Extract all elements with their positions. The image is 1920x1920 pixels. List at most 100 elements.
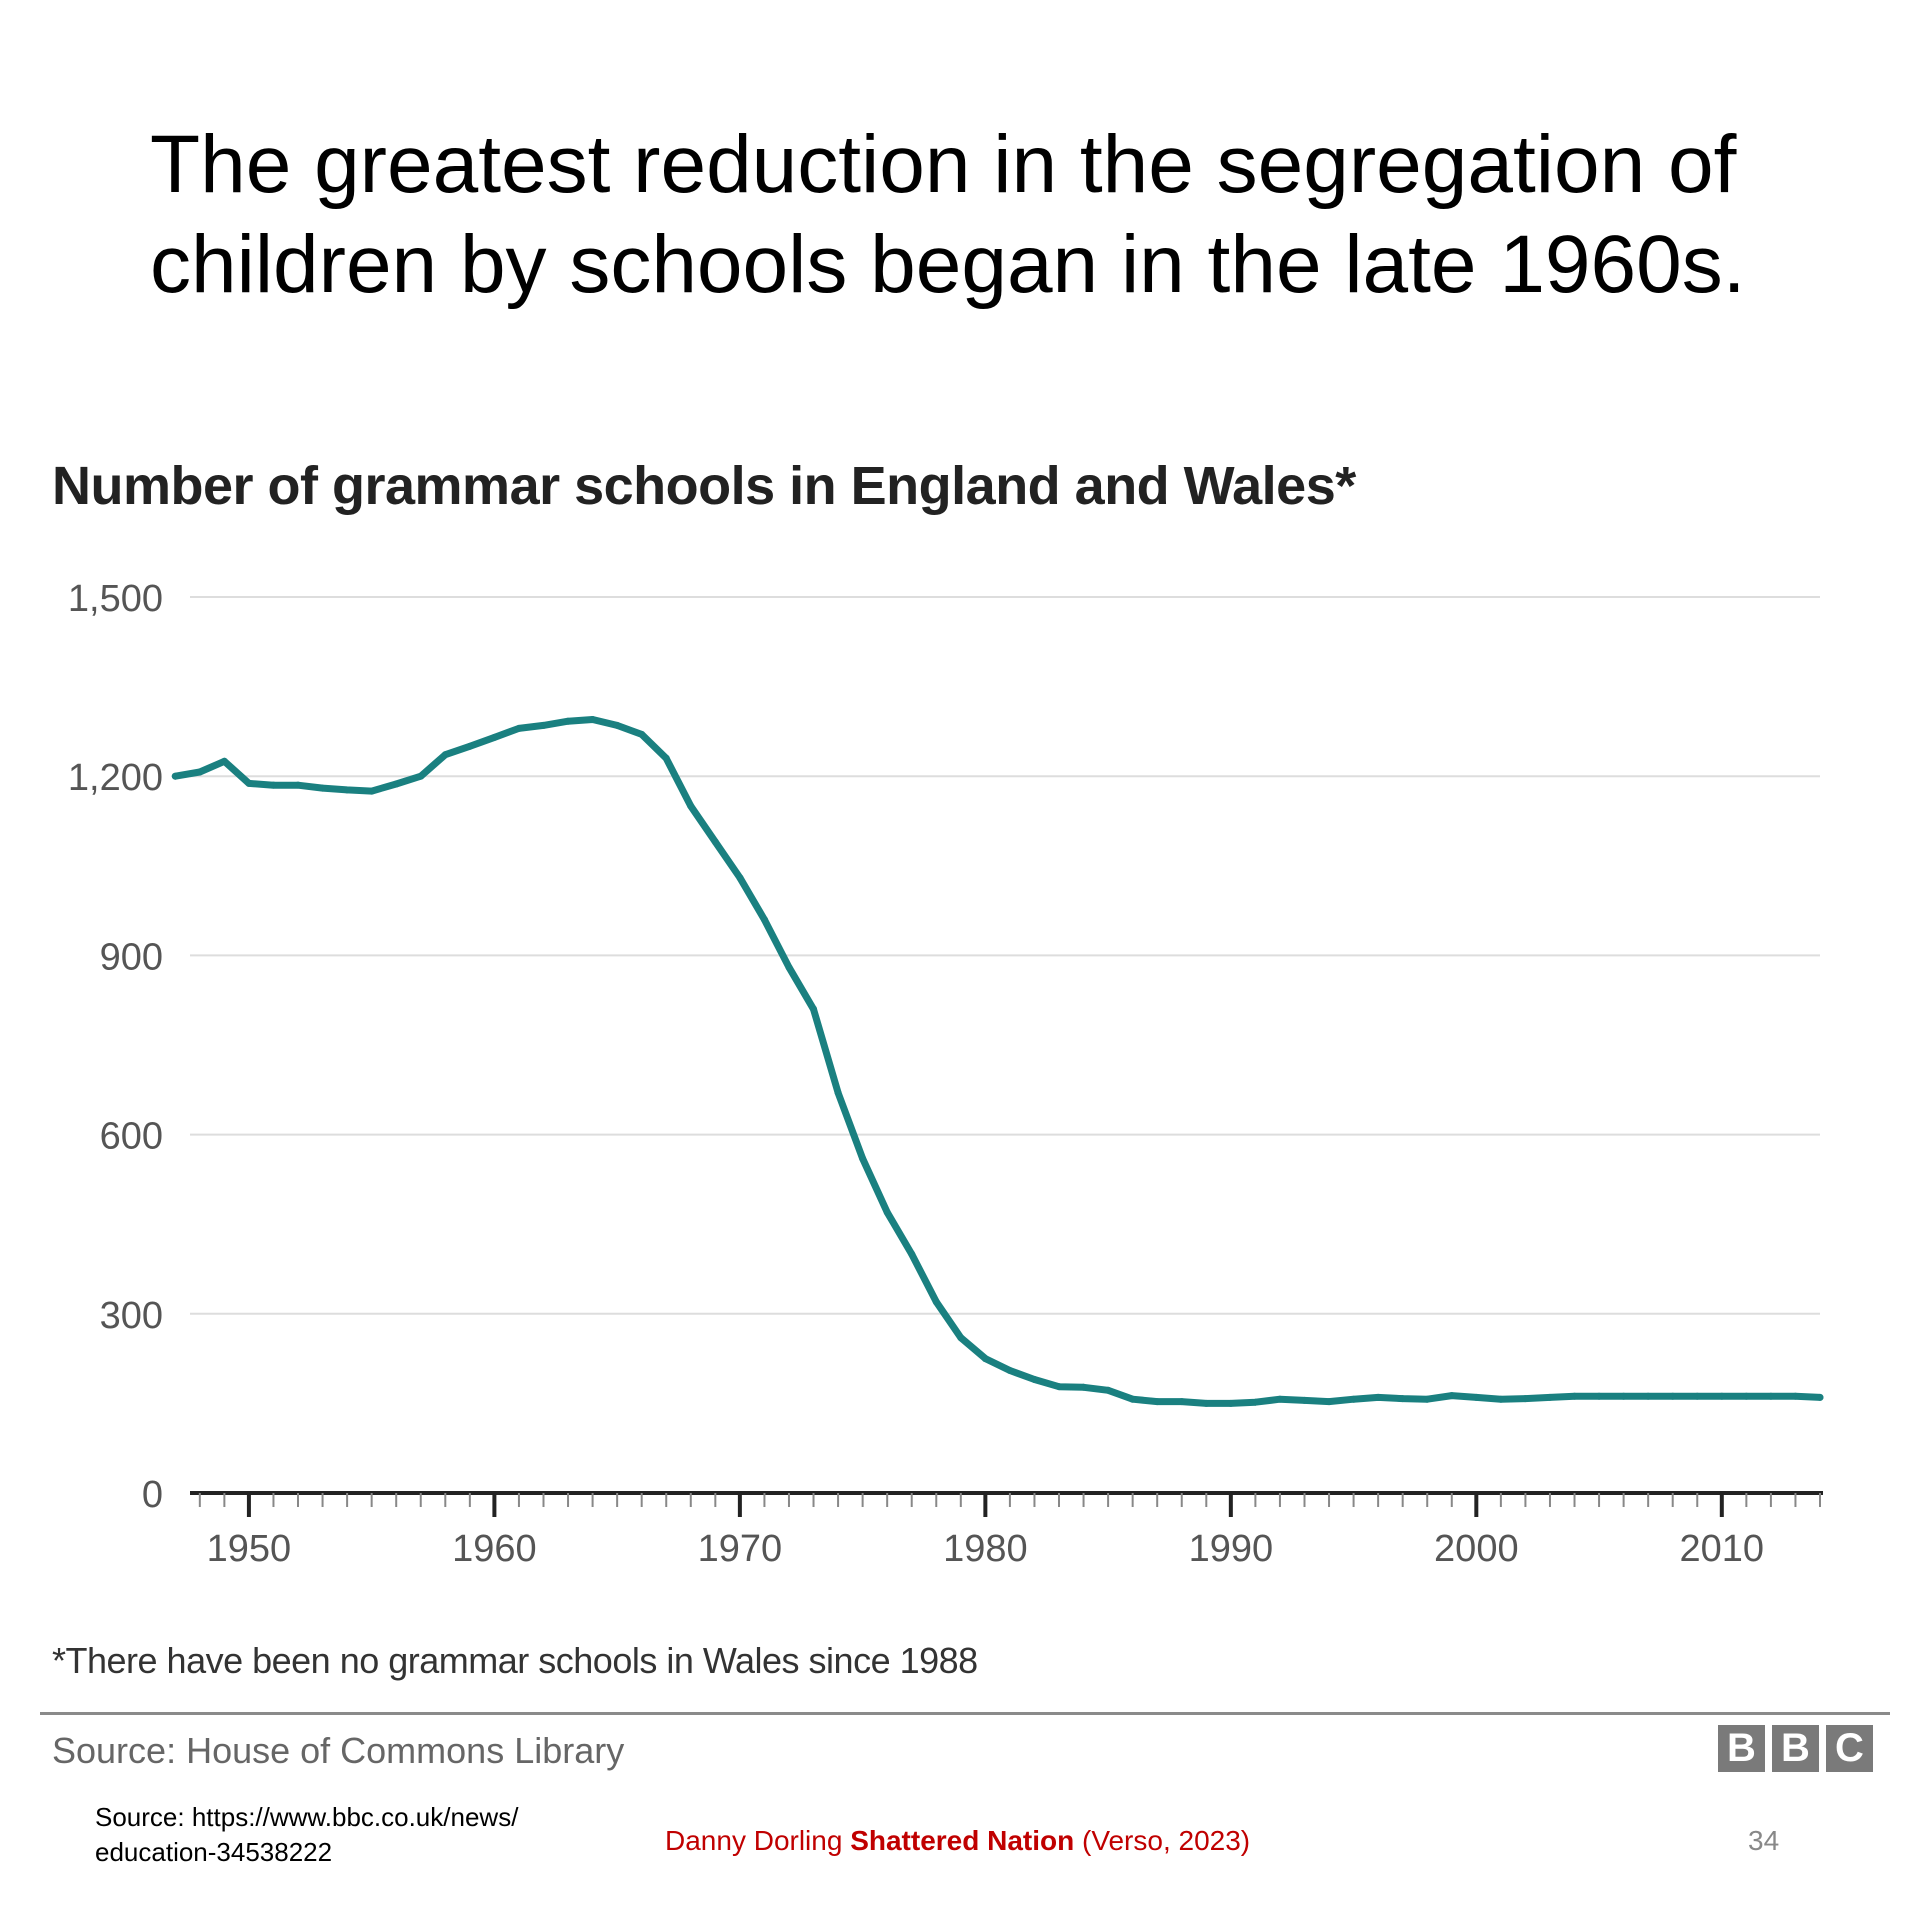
data-point — [515, 724, 523, 732]
data-point — [196, 768, 204, 776]
data-point — [1251, 1398, 1259, 1406]
data-point — [1693, 1392, 1701, 1400]
data-point — [1669, 1392, 1677, 1400]
divider — [40, 1712, 1890, 1715]
data-point — [1620, 1392, 1628, 1400]
bbc-logo-letter-1: B — [1718, 1725, 1765, 1772]
data-point — [294, 781, 302, 789]
data-point — [1595, 1392, 1603, 1400]
slide-source: Source: https://www.bbc.co.uk/news/ educ… — [95, 1800, 518, 1870]
data-point — [319, 784, 327, 792]
data-point — [1742, 1392, 1750, 1400]
data-point — [1399, 1395, 1407, 1403]
data-point — [981, 1355, 989, 1363]
x-tick-label: 1990 — [1189, 1528, 1274, 1570]
data-point — [1006, 1367, 1014, 1375]
data-point — [760, 916, 768, 924]
data-point — [908, 1250, 916, 1258]
y-axis-ticks: 0 300 600 900 1,200 1,500 — [68, 578, 163, 1516]
data-point — [957, 1334, 965, 1342]
citation-publisher: (Verso, 2023) — [1074, 1825, 1251, 1856]
data-point — [1571, 1392, 1579, 1400]
citation-book: Shattered Nation — [850, 1825, 1075, 1856]
data-point — [883, 1208, 891, 1216]
data-point — [834, 1089, 842, 1097]
grid-lines — [190, 596, 1820, 1315]
page-number: 34 — [1748, 1825, 1780, 1856]
slide-title-line-1: The greatest reduction in the segregatio… — [150, 119, 1737, 210]
data-point — [564, 717, 572, 725]
chart-source: Source: House of Commons Library — [52, 1730, 625, 1771]
data-point — [245, 779, 253, 787]
y-tick-label: 300 — [100, 1295, 163, 1337]
data-point — [1497, 1395, 1505, 1403]
data-point — [1718, 1392, 1726, 1400]
data-point — [1030, 1376, 1038, 1384]
data-point — [441, 751, 449, 759]
data-point — [490, 733, 498, 741]
data-point — [1791, 1392, 1799, 1400]
data-point — [1546, 1393, 1554, 1401]
data-point — [687, 802, 695, 810]
y-tick-label: 900 — [100, 936, 163, 978]
data-point — [1767, 1392, 1775, 1400]
data-point — [417, 772, 425, 780]
data-point — [1374, 1393, 1382, 1401]
data-point — [1202, 1399, 1210, 1407]
data-point — [638, 730, 646, 738]
data-point — [785, 963, 793, 971]
data-point — [859, 1154, 867, 1162]
data-point — [539, 721, 547, 729]
data-point — [220, 757, 228, 765]
data-point — [613, 721, 621, 729]
x-tick-label: 1960 — [452, 1528, 537, 1570]
data-point — [932, 1298, 940, 1306]
data-point — [269, 781, 277, 789]
slide-source-line-2: education-34538222 — [95, 1837, 333, 1867]
x-tick-label: 2010 — [1680, 1528, 1765, 1570]
series-line-0 — [171, 716, 1824, 1407]
data-point — [171, 772, 179, 780]
x-tick-label: 2000 — [1434, 1528, 1519, 1570]
x-axis: 1950 1960 1970 1980 1990 2000 2010 — [190, 1491, 1823, 1570]
data-point — [1423, 1395, 1431, 1403]
chart-title: Number of grammar schools in England and… — [52, 456, 1356, 516]
series-layer — [171, 715, 1824, 1407]
data-point — [662, 754, 670, 762]
data-point — [1153, 1398, 1161, 1406]
y-tick-label: 1,500 — [68, 578, 163, 620]
y-tick-label: 600 — [100, 1116, 163, 1158]
slide-title: The greatest reduction in the segregatio… — [150, 115, 1800, 315]
data-point — [343, 786, 351, 794]
data-point — [711, 838, 719, 846]
slide-title-line-2: children by schools began in the late 19… — [150, 219, 1746, 310]
x-tick-label: 1970 — [698, 1528, 783, 1570]
data-point — [1521, 1395, 1529, 1403]
data-point — [392, 780, 400, 788]
data-point — [1227, 1399, 1235, 1407]
data-point — [736, 874, 744, 882]
data-point — [1178, 1398, 1186, 1406]
data-point — [589, 715, 597, 723]
data-point — [1129, 1395, 1137, 1403]
data-point — [368, 787, 376, 795]
citation-author: Danny Dorling — [665, 1825, 851, 1856]
bbc-logo-letter-3: C — [1826, 1725, 1873, 1772]
data-point — [1300, 1396, 1308, 1404]
chart-footnote: *There have been no grammar schools in W… — [52, 1640, 978, 1681]
y-tick-label: 0 — [142, 1474, 163, 1516]
data-point — [1644, 1392, 1652, 1400]
bbc-logo: B B C — [1718, 1725, 1873, 1772]
x-tick-label: 1980 — [943, 1528, 1028, 1570]
data-point — [1472, 1393, 1480, 1401]
data-point — [1055, 1383, 1063, 1391]
x-tick-label: 1950 — [207, 1528, 292, 1570]
data-point — [1080, 1383, 1088, 1391]
bbc-logo-letter-2: B — [1772, 1725, 1819, 1772]
data-point — [1448, 1392, 1456, 1400]
slide-source-line-1: Source: https://www.bbc.co.uk/news/ — [95, 1802, 519, 1832]
data-point — [1276, 1395, 1284, 1403]
data-point — [466, 742, 474, 750]
data-point — [1816, 1393, 1824, 1401]
